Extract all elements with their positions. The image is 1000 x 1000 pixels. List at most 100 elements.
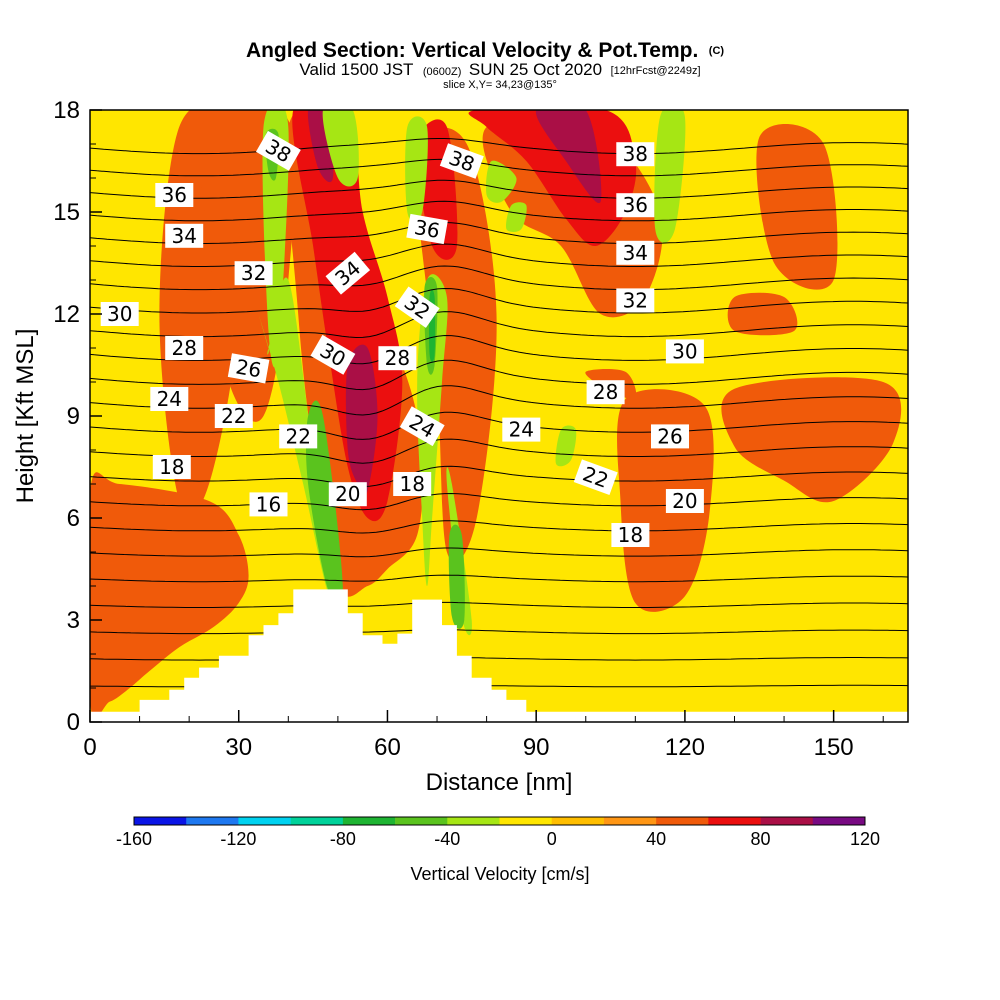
contour-label-box [611,523,650,547]
contour-label-box [152,455,191,479]
velocity-region [721,377,902,503]
contour-label-text: 26 [234,354,263,382]
contour-label: 32 [616,288,655,313]
y-tick-label: 15 [53,199,80,226]
contour-label-box [279,424,318,449]
contour-label-text: 16 [256,492,281,516]
contour-label: 30 [665,339,704,364]
colorbar-label: -40 [434,829,460,849]
contour-label-box [234,261,273,286]
contour-label: 26 [227,353,270,384]
colorbar: -160 -120 -80 -40 0 40 80 120 [116,816,880,849]
contour-label-text: 24 [157,387,182,411]
theta-contour [90,359,908,391]
x-tick-label: 150 [814,734,854,761]
velocity-region [305,400,343,605]
contour-label-box [165,336,204,360]
contour-label: 36 [616,193,655,218]
contour-label-box [586,380,625,405]
colorbar-label: -160 [116,829,152,849]
y-axis-label: Height [Kft MSL] [12,329,39,504]
theta-contour [90,547,908,558]
contour-label: 34 [165,223,204,248]
contour-label: 28 [586,380,625,405]
contour-label-text: 34 [171,224,196,248]
contour-label-text: 18 [159,455,184,479]
contour-label-box [394,286,440,328]
colorbar-title: Vertical Velocity [cm/s] [410,864,589,884]
contour-label-box [439,143,484,179]
x-tick-label: 120 [665,734,705,761]
colorbar-label: -120 [220,829,256,849]
x-axis: 0 30 60 90 120 150 [83,710,884,761]
contour-label-text: 28 [171,336,196,360]
colorbar-swatch [551,817,605,825]
chart-title: Angled Section: Vertical Velocity & Pot.… [246,39,698,62]
contour-label-text: 32 [623,288,648,312]
contour-label: 16 [249,492,288,517]
colorbar-swatch [395,817,448,825]
colorbar-swatch [603,817,657,825]
contour-label-box [406,213,448,245]
contour-label-text: 36 [162,183,187,207]
velocity-region [345,344,378,496]
contour-label: 22 [214,404,253,428]
velocity-region [262,110,289,368]
colorbar-swatch [290,817,344,825]
contour-label-box [249,492,288,517]
chart-subtitle-line: Valid 1500 JST (0600Z) SUN 25 Oct 2020 [… [299,60,700,79]
contour-label-box [155,183,194,207]
colorbar-swatch [342,817,396,825]
contour-label: 32 [234,261,273,286]
contour-label: 24 [502,417,541,442]
x-tick-label: 60 [374,734,401,761]
y-tick-label: 6 [67,505,80,532]
colorbar-frame [133,816,866,826]
colorbar-label: 40 [646,829,666,849]
contour-label-text: 28 [385,346,410,370]
contour-label: 38 [616,142,655,167]
contour-label-box [616,240,655,265]
contour-label-box [616,288,655,313]
contour-label: 18 [393,472,432,496]
contour-label: 18 [611,523,650,547]
slice-info: slice X,Y= 34,23@135° [443,79,557,91]
contour-label: 20 [328,482,367,507]
contour-label-text: 18 [399,472,424,496]
contour-label: 28 [165,336,204,360]
theta-contour [90,438,908,464]
contour-label-box [214,404,253,428]
theta-contour [90,158,908,177]
colorbar-swatch [186,817,239,825]
contour-label: 20 [665,489,704,513]
velocity-region [486,160,517,203]
contour-label-text: 30 [107,302,132,326]
contour-label-box [328,482,367,507]
x-tick-label: 0 [83,734,96,761]
subtitle-utc: (0600Z) [423,66,462,78]
contour-label-box [399,406,445,447]
contour-label-text: 24 [509,418,534,442]
contour-label-box [325,251,371,295]
contour-label: 34 [616,240,655,265]
contour-label-text: 18 [618,523,643,547]
colorbar-swatch [760,817,814,825]
contour-label: 30 [100,302,139,326]
contour-label-text: 26 [657,424,682,448]
contour-label-box [616,193,655,218]
colorbar-swatch [812,817,866,825]
subtitle-forecast: [12hrFcst@2249z] [611,65,701,77]
subtitle-date: SUN 25 Oct 2020 [469,60,602,79]
contour-label-text: 30 [672,339,697,363]
x-axis-label: Distance [nm] [426,769,573,796]
y-tick-label: 18 [53,97,80,124]
chart-title-units: (C) [709,45,725,57]
contour-label-box [502,417,541,442]
contour-label: 24 [150,387,189,411]
contour-label-box [665,339,704,364]
velocity-region [555,425,577,467]
velocity-region [90,472,249,718]
theta-contour [90,138,908,155]
contour-label: 36 [155,183,194,207]
colorbar-swatch [656,817,709,825]
